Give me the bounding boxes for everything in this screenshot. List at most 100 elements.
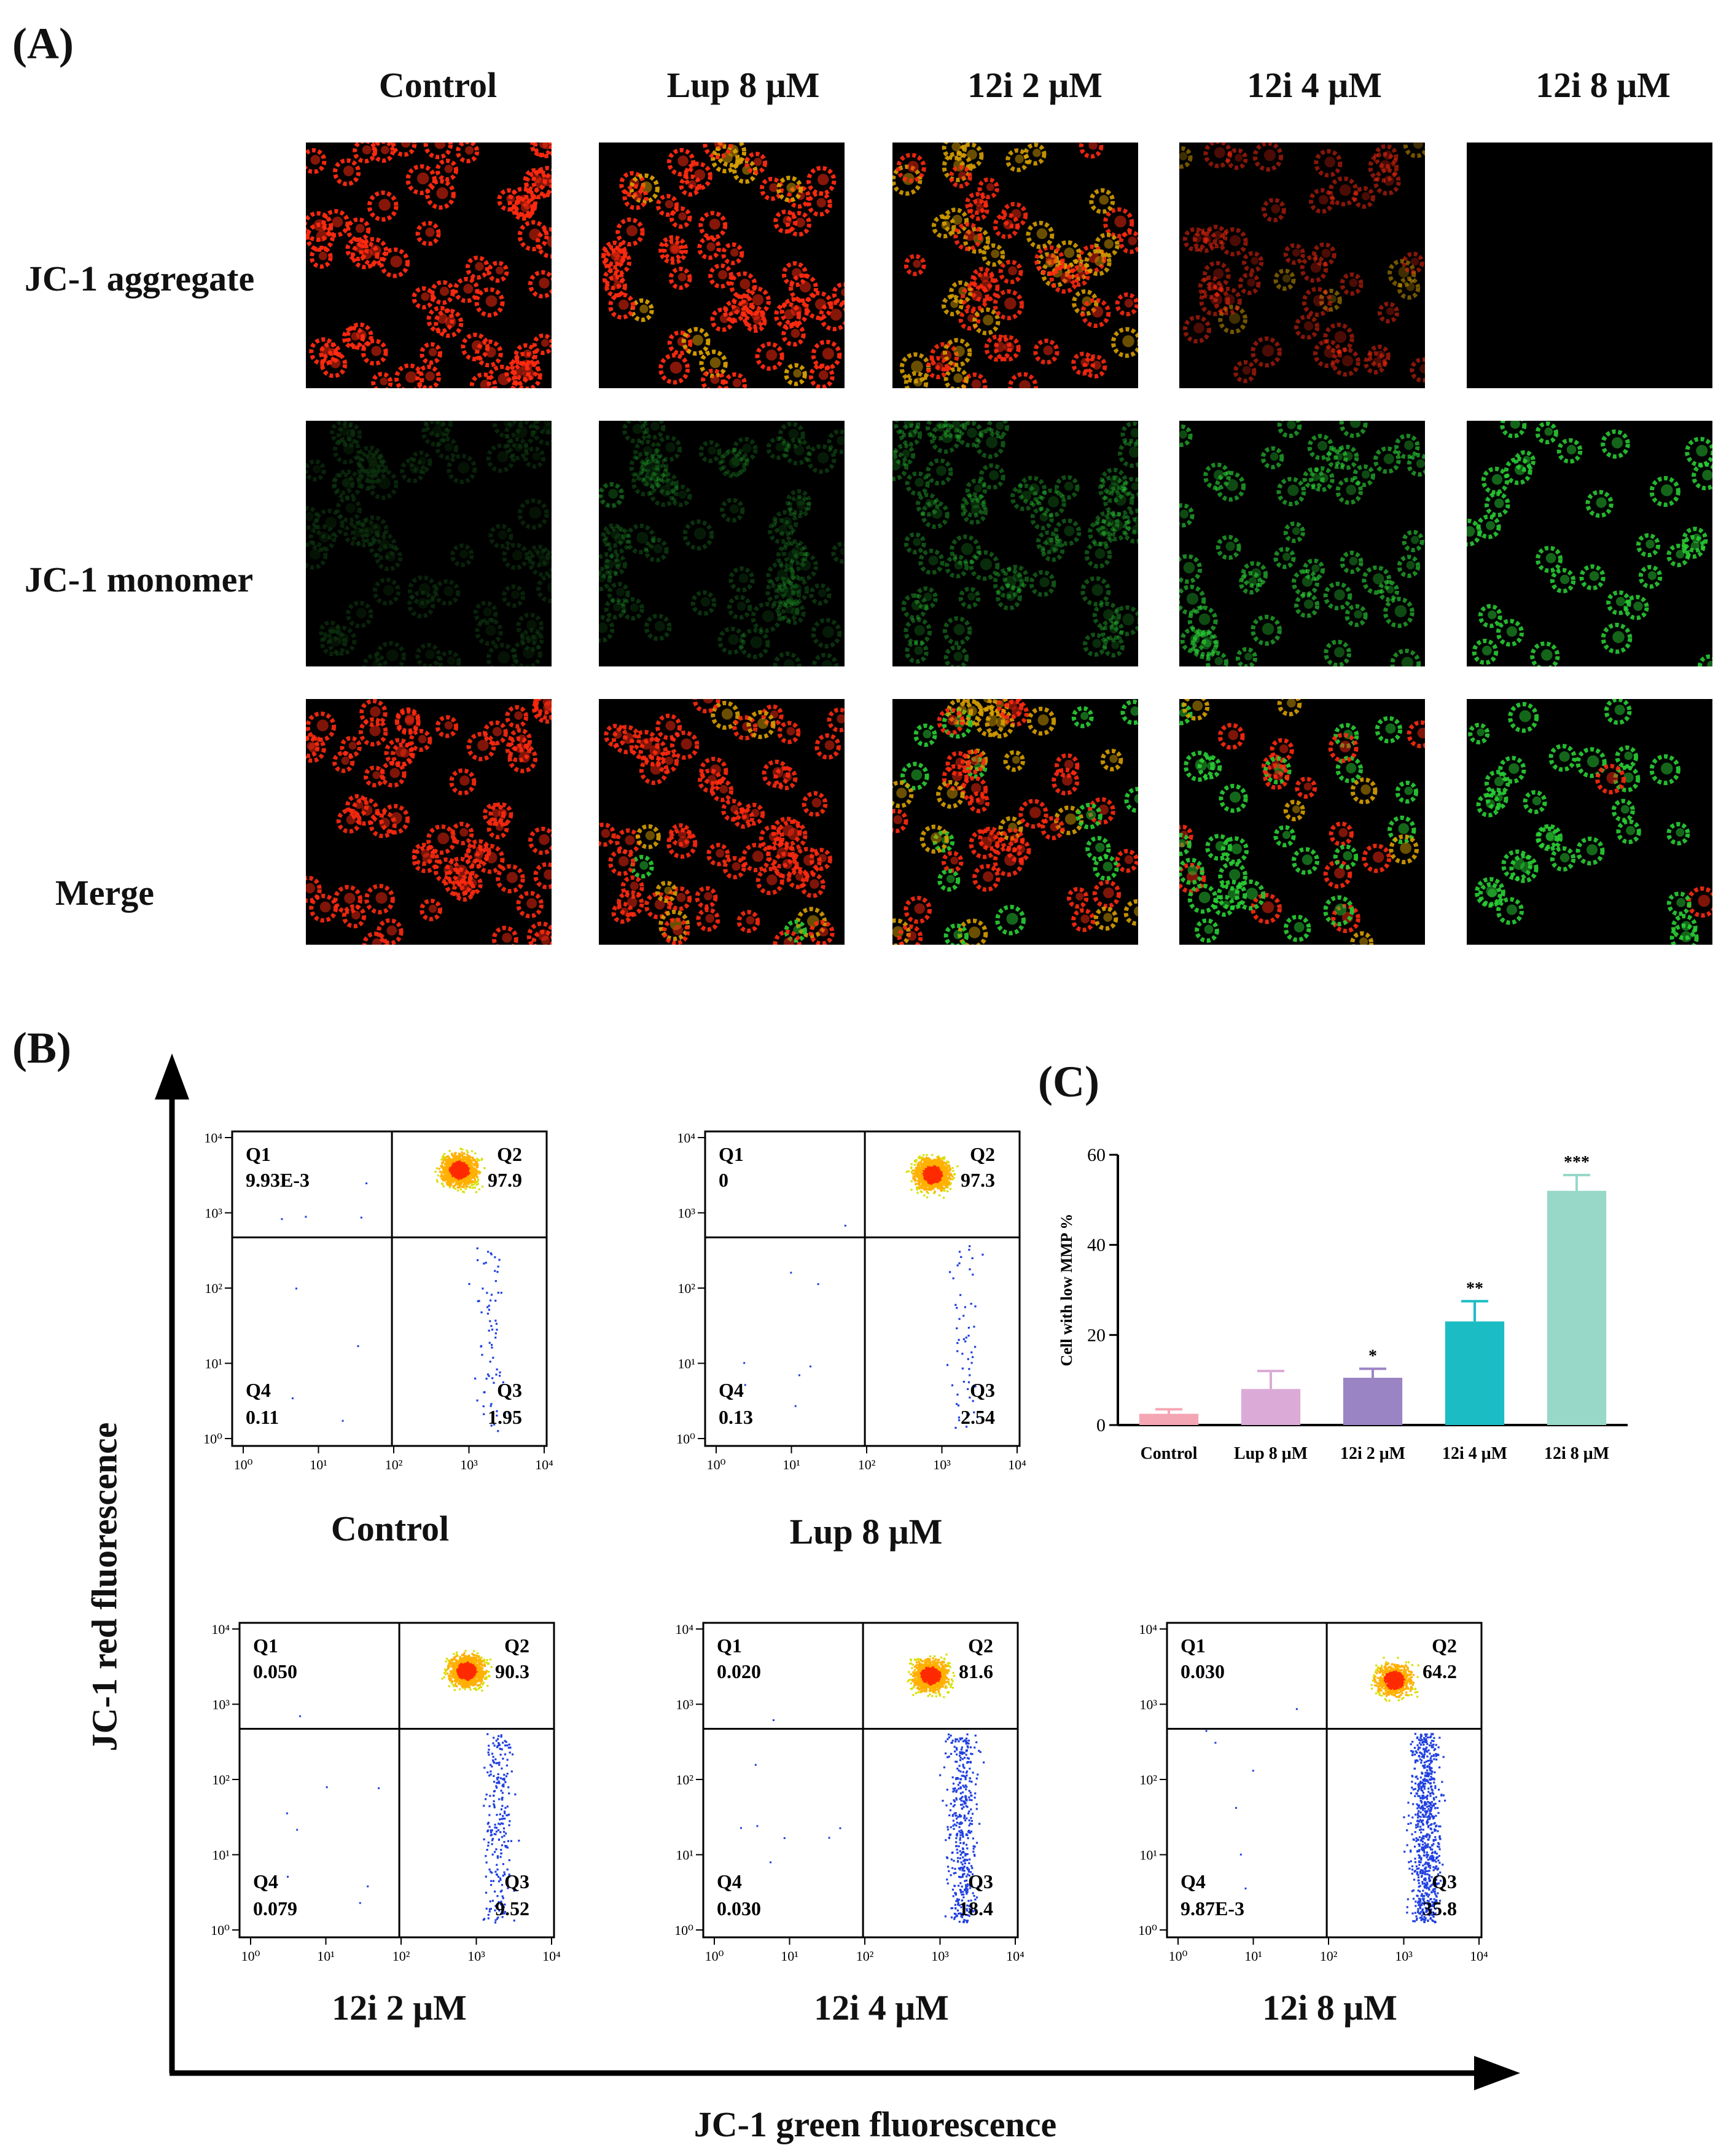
q2-value: 97.9 xyxy=(488,1169,522,1191)
flow-plot-12i-8: 10⁰ 10⁰ 10¹ 10¹ 10² 10² 10³ 10³ 10⁴ 10⁴ Q1 0.030 Q2 6… xyxy=(1138,1622,1500,1974)
flow-title-control: Control xyxy=(330,1509,450,1549)
y-tick-label: 60 xyxy=(1087,1145,1106,1165)
y-tick-label: 10¹ xyxy=(212,1848,230,1863)
column-header-lup-8: Lup 8 μM xyxy=(666,65,820,105)
flow-title-12i-4: 12i 4 μM xyxy=(814,1988,949,2028)
y-tick-label: 10¹ xyxy=(205,1356,222,1372)
micrograph-merge-12i-2 xyxy=(892,699,1138,945)
q4-label: Q4 xyxy=(717,1870,742,1892)
q1-value: 9.93E-3 xyxy=(246,1169,310,1191)
x-tick-label: 10² xyxy=(856,1948,874,1964)
x-tick-label: 10³ xyxy=(467,1948,485,1964)
y-axis-label: JC-1 red fluorescence xyxy=(84,1422,125,1752)
q3-label: Q3 xyxy=(504,1870,529,1892)
micrograph-monomer-lup-8 xyxy=(599,421,845,666)
q1-label: Q1 xyxy=(253,1635,278,1657)
significance-mark: ** xyxy=(1466,1279,1483,1298)
x-tick-label: 10¹ xyxy=(781,1948,798,1964)
q3-label: Q3 xyxy=(1432,1870,1457,1892)
q4-value: 0.11 xyxy=(246,1406,279,1428)
flow-title-lup-8: Lup 8 μM xyxy=(789,1512,943,1552)
y-tick-label: 20 xyxy=(1087,1325,1106,1345)
flow-plot-12i-2: 10⁰ 10⁰ 10¹ 10¹ 10² 10² 10³ 10³ 10⁴ 10⁴ Q1 0.050 Q2 9… xyxy=(211,1622,572,1974)
category-label: Control xyxy=(1141,1444,1198,1463)
up-arrow-icon xyxy=(155,1053,189,1099)
micrograph-merge-control xyxy=(306,699,552,945)
column-header-12i-8: 12i 8 μM xyxy=(1536,65,1671,105)
micrograph-monomer-12i-8 xyxy=(1467,421,1712,666)
y-tick-label: 10² xyxy=(677,1281,695,1296)
x-tick-label: 10⁰ xyxy=(705,1948,724,1964)
y-tick-label: 10⁰ xyxy=(1138,1923,1157,1938)
category-label: 12i 8 μM xyxy=(1544,1444,1609,1463)
q2-value: 64.2 xyxy=(1423,1660,1457,1682)
q2-label: Q2 xyxy=(970,1143,995,1165)
x-tick-label: 10⁴ xyxy=(535,1457,553,1472)
significance-mark: *** xyxy=(1564,1153,1590,1172)
y-tick-label: 10⁰ xyxy=(674,1923,693,1938)
category-label: Lup 8 μM xyxy=(1234,1444,1308,1463)
bar xyxy=(1241,1389,1301,1425)
x-tick-label: 10¹ xyxy=(317,1948,335,1964)
micrograph-aggregate-12i-2 xyxy=(892,143,1138,388)
y-tick-label: 10⁴ xyxy=(675,1622,693,1637)
flow-plot-12i-4: 10⁰ 10⁰ 10¹ 10¹ 10² 10² 10³ 10³ 10⁴ 10⁴ Q1 0.020 Q2 8… xyxy=(674,1622,1036,1974)
x-tick-label: 10⁰ xyxy=(707,1457,726,1472)
panel-a-letter: (A) xyxy=(12,19,74,68)
panel-c-letter: (C) xyxy=(1038,1057,1099,1106)
q1-value: 0 xyxy=(719,1169,728,1191)
flow-plot-lup-8: 10⁰ 10⁰ 10¹ 10¹ 10² 10² 10³ 10³ 10⁴ 10⁴ Q1 0 Q2 97.3 Q… xyxy=(676,1130,1038,1483)
column-header-control: Control xyxy=(378,65,498,105)
y-tick-label: 10⁴ xyxy=(677,1130,695,1146)
category-label: 12i 4 μM xyxy=(1442,1444,1507,1463)
micrograph-aggregate-12i-8 xyxy=(1467,143,1712,388)
x-tick-label: 10³ xyxy=(1395,1948,1413,1964)
y-tick-label: 10¹ xyxy=(676,1848,693,1863)
x-axis-label: JC-1 green fluorescence xyxy=(693,2104,1057,2144)
y-tick-label: 10¹ xyxy=(677,1356,695,1372)
q4-value: 0.13 xyxy=(719,1406,753,1428)
y-axis-title: Cell with low MMP % xyxy=(1058,1214,1075,1366)
right-arrow-icon xyxy=(1474,2056,1520,2090)
bar xyxy=(1547,1190,1607,1425)
q3-value: 18.4 xyxy=(959,1897,993,1920)
micrograph-monomer-control xyxy=(306,421,552,666)
column-header-12i-4: 12i 4 μM xyxy=(1247,65,1382,105)
q1-value: 0.020 xyxy=(717,1660,761,1682)
micrograph-merge-lup-8 xyxy=(599,699,845,945)
x-tick-label: 10⁴ xyxy=(542,1948,561,1964)
q3-label: Q3 xyxy=(968,1870,993,1892)
y-tick-label: 10² xyxy=(212,1772,230,1787)
y-tick-label: 10² xyxy=(205,1281,222,1296)
micrograph-monomer-12i-2 xyxy=(892,421,1138,666)
y-tick-label: 10⁴ xyxy=(211,1622,230,1637)
q2-value: 81.6 xyxy=(959,1660,993,1682)
y-tick-label: 10³ xyxy=(677,1206,695,1221)
x-tick-label: 10¹ xyxy=(1244,1948,1262,1964)
q2-value: 90.3 xyxy=(495,1660,529,1682)
q1-value: 0.050 xyxy=(253,1660,297,1682)
y-tick-label: 10⁴ xyxy=(204,1130,222,1146)
x-tick-label: 10² xyxy=(858,1457,876,1472)
bar-chart-svg: 0 20 40 60 Cell with low MMP % Control Lup 8 μ… xyxy=(1058,1145,1628,1463)
x-tick-label: 10⁰ xyxy=(1169,1948,1188,1964)
q3-value: 2.54 xyxy=(961,1406,995,1428)
bar xyxy=(1445,1321,1505,1425)
x-tick-label: 10¹ xyxy=(783,1457,800,1472)
row-header-monomer: JC-1 monomer xyxy=(25,560,254,600)
q4-value: 0.079 xyxy=(253,1897,297,1920)
row-header-aggregate: JC-1 aggregate xyxy=(25,259,255,299)
flow-plot-control: 10⁰ 10⁰ 10¹ 10¹ 10² 10² 10³ 10³ 10⁴ 10⁴ Q1 9.93E-3 Q… xyxy=(203,1130,565,1483)
q1-label: Q1 xyxy=(717,1635,742,1657)
q2-label: Q2 xyxy=(1432,1635,1457,1657)
q1-value: 0.030 xyxy=(1181,1660,1225,1682)
x-tick-label: 10⁴ xyxy=(1006,1948,1025,1964)
category-label: 12i 2 μM xyxy=(1340,1444,1405,1463)
q4-label: Q4 xyxy=(1181,1870,1206,1892)
q4-label: Q4 xyxy=(719,1379,744,1401)
y-tick-label: 0 xyxy=(1096,1415,1106,1435)
q2-label: Q2 xyxy=(504,1635,529,1657)
significance-mark: * xyxy=(1368,1346,1377,1365)
row-header-merge: Merge xyxy=(55,873,154,913)
q2-value: 97.3 xyxy=(961,1169,995,1191)
